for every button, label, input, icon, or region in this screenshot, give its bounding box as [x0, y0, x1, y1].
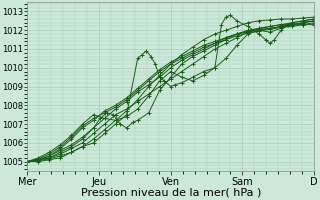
- X-axis label: Pression niveau de la mer( hPa ): Pression niveau de la mer( hPa ): [81, 188, 261, 198]
